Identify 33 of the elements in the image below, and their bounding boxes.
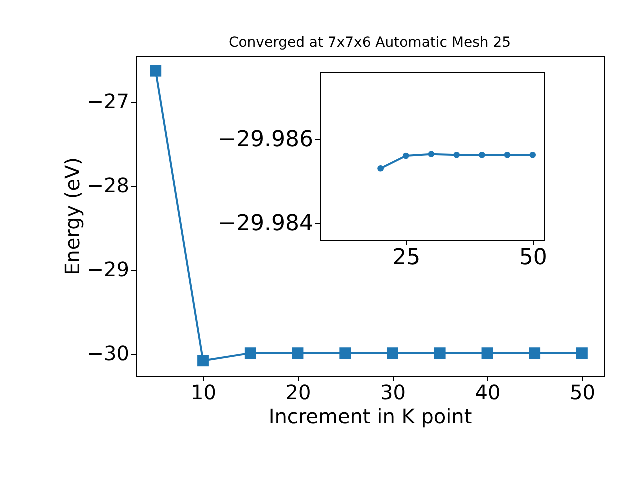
y-axis-title: Energy (eV) xyxy=(60,158,84,276)
x-tick-label: 25 xyxy=(392,246,421,270)
point xyxy=(504,152,511,158)
point xyxy=(402,152,410,160)
chart-title: Converged at 7x7x6 Automatic Mesh 25 xyxy=(228,35,512,51)
point xyxy=(292,348,304,360)
x-tick-label: 50 xyxy=(519,246,548,270)
point xyxy=(387,348,398,360)
point xyxy=(434,348,446,360)
x-tick-label: 10 xyxy=(191,380,216,404)
point xyxy=(198,355,209,367)
x-tick-label: 20 xyxy=(286,380,312,404)
x-tick-label: 50 xyxy=(570,380,596,404)
point xyxy=(576,348,588,360)
point xyxy=(150,65,162,77)
y-tick-label: −29.986 xyxy=(218,128,314,153)
point xyxy=(530,152,536,158)
y-tick-label: −28 xyxy=(87,174,130,198)
point xyxy=(529,348,541,360)
point xyxy=(340,348,352,360)
y-tick-label: −27 xyxy=(87,90,130,114)
point xyxy=(378,165,384,172)
y-tick-label: −30 xyxy=(87,342,130,366)
point xyxy=(479,152,486,158)
y-tick-label: −29 xyxy=(87,258,130,282)
point xyxy=(428,151,435,158)
x-tick-label: 30 xyxy=(380,380,406,404)
x-axis-title: Increment in K point xyxy=(268,404,472,428)
y-tick-label: −29.984 xyxy=(218,212,314,237)
point xyxy=(482,348,494,360)
point xyxy=(454,152,460,158)
x-tick-label: 40 xyxy=(475,380,501,404)
point xyxy=(244,348,256,360)
